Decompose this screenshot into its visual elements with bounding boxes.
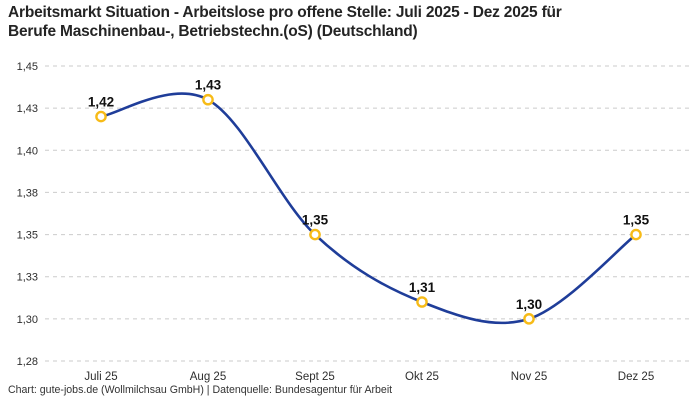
y-tick-label: 1,30 [17, 314, 38, 326]
y-tick-label: 1,43 [17, 103, 38, 115]
chart-title: Arbeitsmarkt Situation - Arbeitslose pro… [8, 4, 692, 41]
data-point-label: 1,35 [623, 213, 650, 228]
data-point-label: 1,31 [409, 280, 436, 295]
data-line [99, 92, 638, 325]
y-tick-label: 1,45 [17, 61, 38, 73]
chart-title-line-2: Berufe Maschinenbau-, Betriebstechn.(oS)… [8, 22, 418, 40]
x-tick-label: Okt 25 [405, 371, 439, 383]
x-tick-label: Dez 25 [618, 371, 654, 383]
x-tick-label: Aug 25 [190, 371, 226, 383]
x-tick-label: Nov 25 [511, 371, 547, 383]
chart-title-line-1: Arbeitsmarkt Situation - Arbeitslose pro… [8, 4, 562, 21]
x-tick-label: Sept 25 [295, 371, 335, 383]
data-point-label: 1,42 [88, 95, 114, 110]
data-point-marker [202, 93, 214, 106]
data-point-marker [523, 313, 535, 325]
y-tick-label: 1,35 [17, 230, 38, 242]
data-point-marker [416, 296, 428, 308]
data-point-marker [309, 228, 321, 241]
y-tick-label: 1,33 [17, 272, 38, 284]
y-tick-label: 1,38 [17, 187, 38, 199]
data-point-marker [95, 110, 107, 123]
data-point-label: 1,35 [302, 213, 329, 228]
data-point-marker [630, 228, 642, 241]
x-tick-label: Juli 25 [84, 371, 117, 383]
y-tick-label: 1,40 [17, 145, 38, 157]
y-tick-label: 1,28 [17, 356, 38, 368]
data-point-label: 1,30 [516, 297, 542, 312]
data-point-label: 1,43 [195, 78, 222, 93]
chart-footer: Chart: gute-jobs.de (Wollmilchsau GmbH) … [8, 384, 393, 396]
